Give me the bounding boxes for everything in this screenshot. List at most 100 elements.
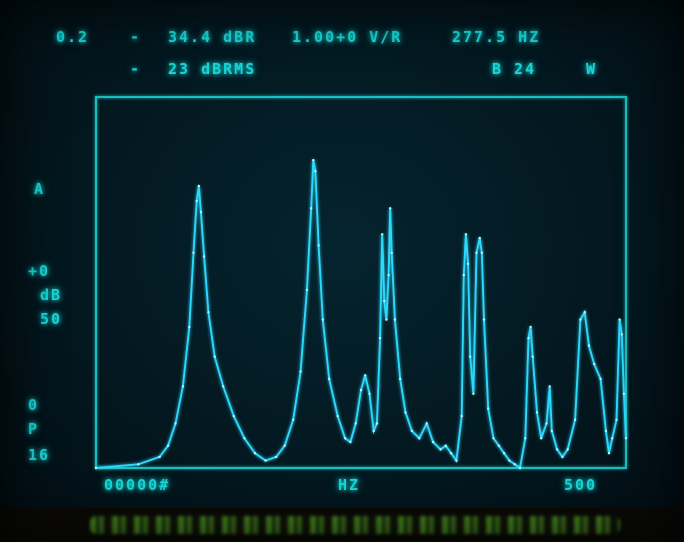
readout-dash-2: - [130, 60, 142, 78]
trace-point [336, 414, 339, 418]
trace-point [387, 273, 390, 277]
trace-point [618, 318, 621, 321]
label-p: P [28, 420, 40, 438]
trace-point [310, 207, 313, 210]
trace-point [213, 355, 216, 358]
trace-point [531, 355, 534, 358]
trace-point [624, 437, 628, 440]
trace-point [343, 437, 347, 440]
trace-point [513, 463, 516, 466]
trace-point [292, 418, 295, 421]
trace-point [579, 318, 582, 321]
trace-point [283, 444, 286, 447]
readout-b24: B 24 [492, 60, 537, 78]
trace-point [615, 418, 618, 421]
trace-point [599, 377, 602, 381]
trace-point [620, 333, 623, 336]
trace-point [349, 440, 352, 444]
bezel-glow [90, 516, 620, 534]
trace-point [383, 299, 386, 303]
trace-point [328, 377, 331, 381]
trace-point [372, 429, 375, 433]
trace-point [137, 463, 140, 466]
trace-point [425, 422, 428, 425]
trace-point [524, 437, 527, 440]
label-offset: +0 [28, 262, 51, 280]
trace-point [158, 455, 161, 459]
trace-point [583, 311, 586, 314]
plot-frame [90, 91, 632, 474]
trace-point [466, 262, 470, 266]
label-scale: 50 [40, 310, 63, 328]
trace-point [364, 374, 367, 377]
trace-point [195, 199, 198, 203]
trace-point [368, 392, 371, 395]
trace-point [460, 414, 463, 418]
trace-point [418, 437, 421, 440]
trace-point [431, 440, 435, 444]
trace-point [359, 388, 363, 392]
trace-point [314, 170, 317, 173]
trace-point [243, 437, 246, 440]
label-p-value: 16 [28, 446, 51, 464]
trace-point [462, 273, 465, 277]
trace-point [497, 444, 500, 447]
trace-point [410, 429, 414, 433]
x-end-label: 500 [564, 476, 598, 494]
trace-point [404, 411, 407, 414]
trace-point [321, 318, 324, 321]
trace-point [487, 407, 490, 410]
trace-point [312, 158, 315, 162]
trace-point [502, 452, 506, 455]
trace-point [439, 448, 442, 451]
readout-frequency: 277.5 HZ [452, 28, 541, 46]
trace-point [378, 336, 382, 340]
trace-point [166, 444, 170, 447]
trace-point [444, 444, 447, 447]
trace-point [264, 459, 267, 462]
trace-point [317, 244, 320, 247]
trace-layer [94, 158, 628, 470]
trace-point [550, 429, 553, 433]
readout-dbr: 34.4 dBR [168, 28, 257, 46]
trace-point [478, 236, 481, 240]
trace-point [455, 459, 458, 462]
trace-point [389, 207, 392, 210]
label-zero: 0 [28, 396, 40, 414]
trace-point [518, 466, 522, 470]
trace-point [604, 429, 608, 433]
readout-dash: - [130, 28, 142, 46]
trace-point [381, 233, 384, 236]
trace-point [540, 437, 543, 440]
trace-point [482, 318, 486, 321]
label-a: A [34, 180, 46, 198]
trace-point [527, 336, 530, 340]
trace-point [197, 184, 200, 188]
trace-point [611, 437, 614, 440]
trace-point [545, 422, 548, 425]
trace-point [593, 362, 596, 366]
trace-point [202, 255, 206, 258]
trace-point [464, 233, 468, 236]
trace-point [472, 392, 475, 395]
trace-point [354, 422, 357, 425]
readout-dbrms: 23 dBRMS [168, 60, 257, 78]
trace-point [299, 370, 302, 373]
trace-point [222, 385, 225, 388]
trace-point [607, 452, 611, 455]
trace-point [561, 455, 564, 459]
label-db: dB [40, 286, 63, 304]
readout-w: W [586, 60, 598, 78]
readout-vr: 1.00+0 V/R [292, 28, 403, 46]
spectrum-trace [95, 159, 627, 470]
trace-point [275, 455, 278, 459]
trace-point [548, 385, 551, 388]
trace-point [174, 422, 177, 425]
trace-point [529, 325, 532, 329]
trace-point [385, 318, 388, 321]
trace-point [232, 414, 235, 418]
trace-point [253, 452, 257, 455]
x-start-label: 00000# [104, 476, 171, 494]
